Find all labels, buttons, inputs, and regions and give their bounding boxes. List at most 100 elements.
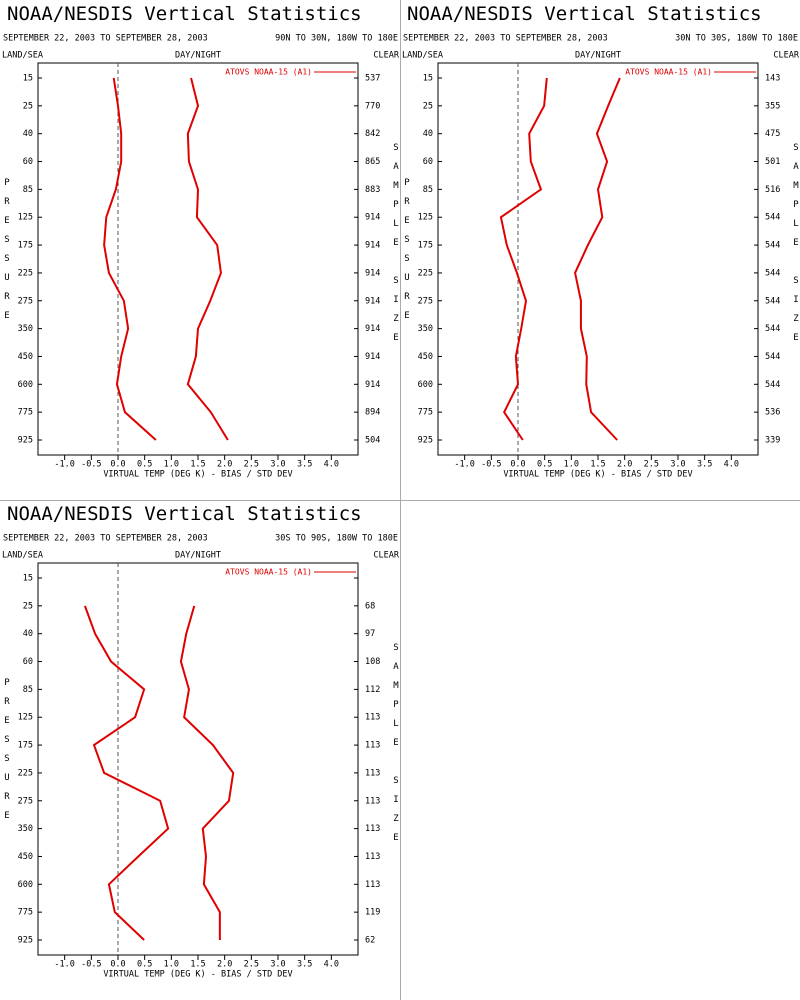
sample-size: 516 xyxy=(765,185,780,195)
center-label: DAY/NIGHT xyxy=(175,51,221,61)
y-tick-label: 350 xyxy=(18,324,33,334)
y-tick-label: 925 xyxy=(18,436,33,446)
y2-axis-label: SAMPLE SIZE xyxy=(391,143,401,352)
sample-size: 544 xyxy=(765,268,780,278)
x-tick-label: 3.5 xyxy=(697,460,712,470)
sample-size: 544 xyxy=(765,241,780,251)
y-tick-label: 450 xyxy=(418,352,433,362)
y-tick-label: 60 xyxy=(23,657,33,667)
series-line xyxy=(103,77,157,441)
chart: NOAA/NESDIS Vertical Statistics SEPTEMBER… xyxy=(402,3,800,480)
chart-title: NOAA/NESDIS Vertical Statistics xyxy=(7,3,362,25)
sample-size: 842 xyxy=(365,129,380,139)
y-tick-label: 175 xyxy=(18,241,33,251)
y-tick-label: 40 xyxy=(423,129,433,139)
x-tick-label: 1.5 xyxy=(590,460,605,470)
x-tick-label: 2.0 xyxy=(217,960,232,970)
sample-size: 914 xyxy=(365,324,380,334)
sample-size: 544 xyxy=(765,324,780,334)
x-axis-label: VIRTUAL TEMP (DEG K) - BIAS / STD DEV xyxy=(503,470,692,480)
x-tick-label: 2.5 xyxy=(644,460,659,470)
sample-size: 119 xyxy=(365,908,380,918)
y-axis-label: PRESSURE xyxy=(2,178,12,330)
x-tick-label: 3.5 xyxy=(297,960,312,970)
y-tick-label: 25 xyxy=(423,101,433,111)
left-label: LAND/SEA xyxy=(2,551,43,561)
subtitle: SEPTEMBER 22, 2003 TO SEPTEMBER 28, 2003 xyxy=(3,34,208,44)
y-tick-label: 450 xyxy=(18,352,33,362)
y-tick-label: 175 xyxy=(18,741,33,751)
region: 90N TO 30N, 180W TO 180E xyxy=(275,34,398,44)
chart: NOAA/NESDIS Vertical Statistics SEPTEMBER… xyxy=(2,503,400,980)
y-tick-label: 25 xyxy=(23,101,33,111)
right-label: CLEAR xyxy=(373,551,399,561)
sample-size: 544 xyxy=(765,213,780,223)
chart: NOAA/NESDIS Vertical Statistics SEPTEMBER… xyxy=(2,3,400,480)
y-tick-label: 225 xyxy=(18,768,33,778)
right-label: CLEAR xyxy=(373,51,399,61)
chart-panel: NOAA/NESDIS Vertical Statistics SEPTEMBER… xyxy=(0,500,401,1000)
x-tick-label: 0.0 xyxy=(510,460,525,470)
y-tick-label: 125 xyxy=(18,213,33,223)
y-tick-label: 60 xyxy=(423,157,433,167)
series-line xyxy=(574,77,621,441)
sample-size: 108 xyxy=(365,657,380,667)
y-tick-label: 25 xyxy=(23,601,33,611)
sample-size: 68 xyxy=(365,601,375,611)
x-tick-label: 3.5 xyxy=(297,460,312,470)
y-tick-label: 85 xyxy=(23,185,33,195)
sample-size: 475 xyxy=(765,129,780,139)
subtitle: SEPTEMBER 22, 2003 TO SEPTEMBER 28, 2003 xyxy=(403,34,608,44)
y-tick-label: 175 xyxy=(418,241,433,251)
sample-size: 914 xyxy=(365,296,380,306)
sample-size: 536 xyxy=(765,408,780,418)
x-tick-label: 4.0 xyxy=(324,460,339,470)
sample-size: 914 xyxy=(365,241,380,251)
y-tick-label: 40 xyxy=(23,129,33,139)
series-line xyxy=(186,77,229,441)
y-tick-label: 225 xyxy=(418,268,433,278)
chart-title: NOAA/NESDIS Vertical Statistics xyxy=(407,3,762,25)
x-axis-label: VIRTUAL TEMP (DEG K) - BIAS / STD DEV xyxy=(103,470,292,480)
y-tick-label: 275 xyxy=(418,296,433,306)
y-tick-label: 450 xyxy=(18,852,33,862)
sample-size: 544 xyxy=(765,296,780,306)
sample-size: 113 xyxy=(365,713,380,723)
x-tick-label: -0.5 xyxy=(481,460,501,470)
legend-label: ATOVS NOAA-15 (A1) xyxy=(625,68,712,77)
y-tick-label: 85 xyxy=(423,185,433,195)
y-tick-label: 40 xyxy=(23,629,33,639)
x-tick-label: 1.5 xyxy=(190,960,205,970)
x-tick-label: 4.0 xyxy=(324,960,339,970)
sample-size: 544 xyxy=(765,380,780,390)
region: 30S TO 90S, 180W TO 180E xyxy=(275,534,398,544)
x-tick-label: 2.0 xyxy=(217,460,232,470)
y-tick-label: 15 xyxy=(423,74,433,84)
sample-size: 504 xyxy=(365,436,380,446)
y-axis-label: PRESSURE xyxy=(402,178,412,330)
sample-size: 97 xyxy=(365,629,375,639)
series-line xyxy=(83,605,170,941)
y-tick-label: 600 xyxy=(418,380,433,390)
subtitle: SEPTEMBER 22, 2003 TO SEPTEMBER 28, 2003 xyxy=(3,534,208,544)
center-label: DAY/NIGHT xyxy=(575,51,621,61)
sample-size: 355 xyxy=(765,101,780,111)
plot-frame xyxy=(437,62,759,456)
x-tick-label: 2.5 xyxy=(244,460,259,470)
chart-panel: NOAA/NESDIS Vertical Statistics SEPTEMBER… xyxy=(0,0,401,500)
x-tick-label: 1.0 xyxy=(164,460,179,470)
y-tick-label: 15 xyxy=(23,574,33,584)
right-label: CLEAR xyxy=(773,51,799,61)
plot-frame xyxy=(37,562,359,956)
center-label: DAY/NIGHT xyxy=(175,551,221,561)
left-label: LAND/SEA xyxy=(402,51,443,61)
legend-label: ATOVS NOAA-15 (A1) xyxy=(225,568,312,577)
x-tick-label: 4.0 xyxy=(724,460,739,470)
sample-size: 883 xyxy=(365,185,380,195)
sample-size: 914 xyxy=(365,380,380,390)
x-axis-label: VIRTUAL TEMP (DEG K) - BIAS / STD DEV xyxy=(103,970,292,980)
x-tick-label: -1.0 xyxy=(454,460,474,470)
chart-title: NOAA/NESDIS Vertical Statistics xyxy=(7,503,362,525)
